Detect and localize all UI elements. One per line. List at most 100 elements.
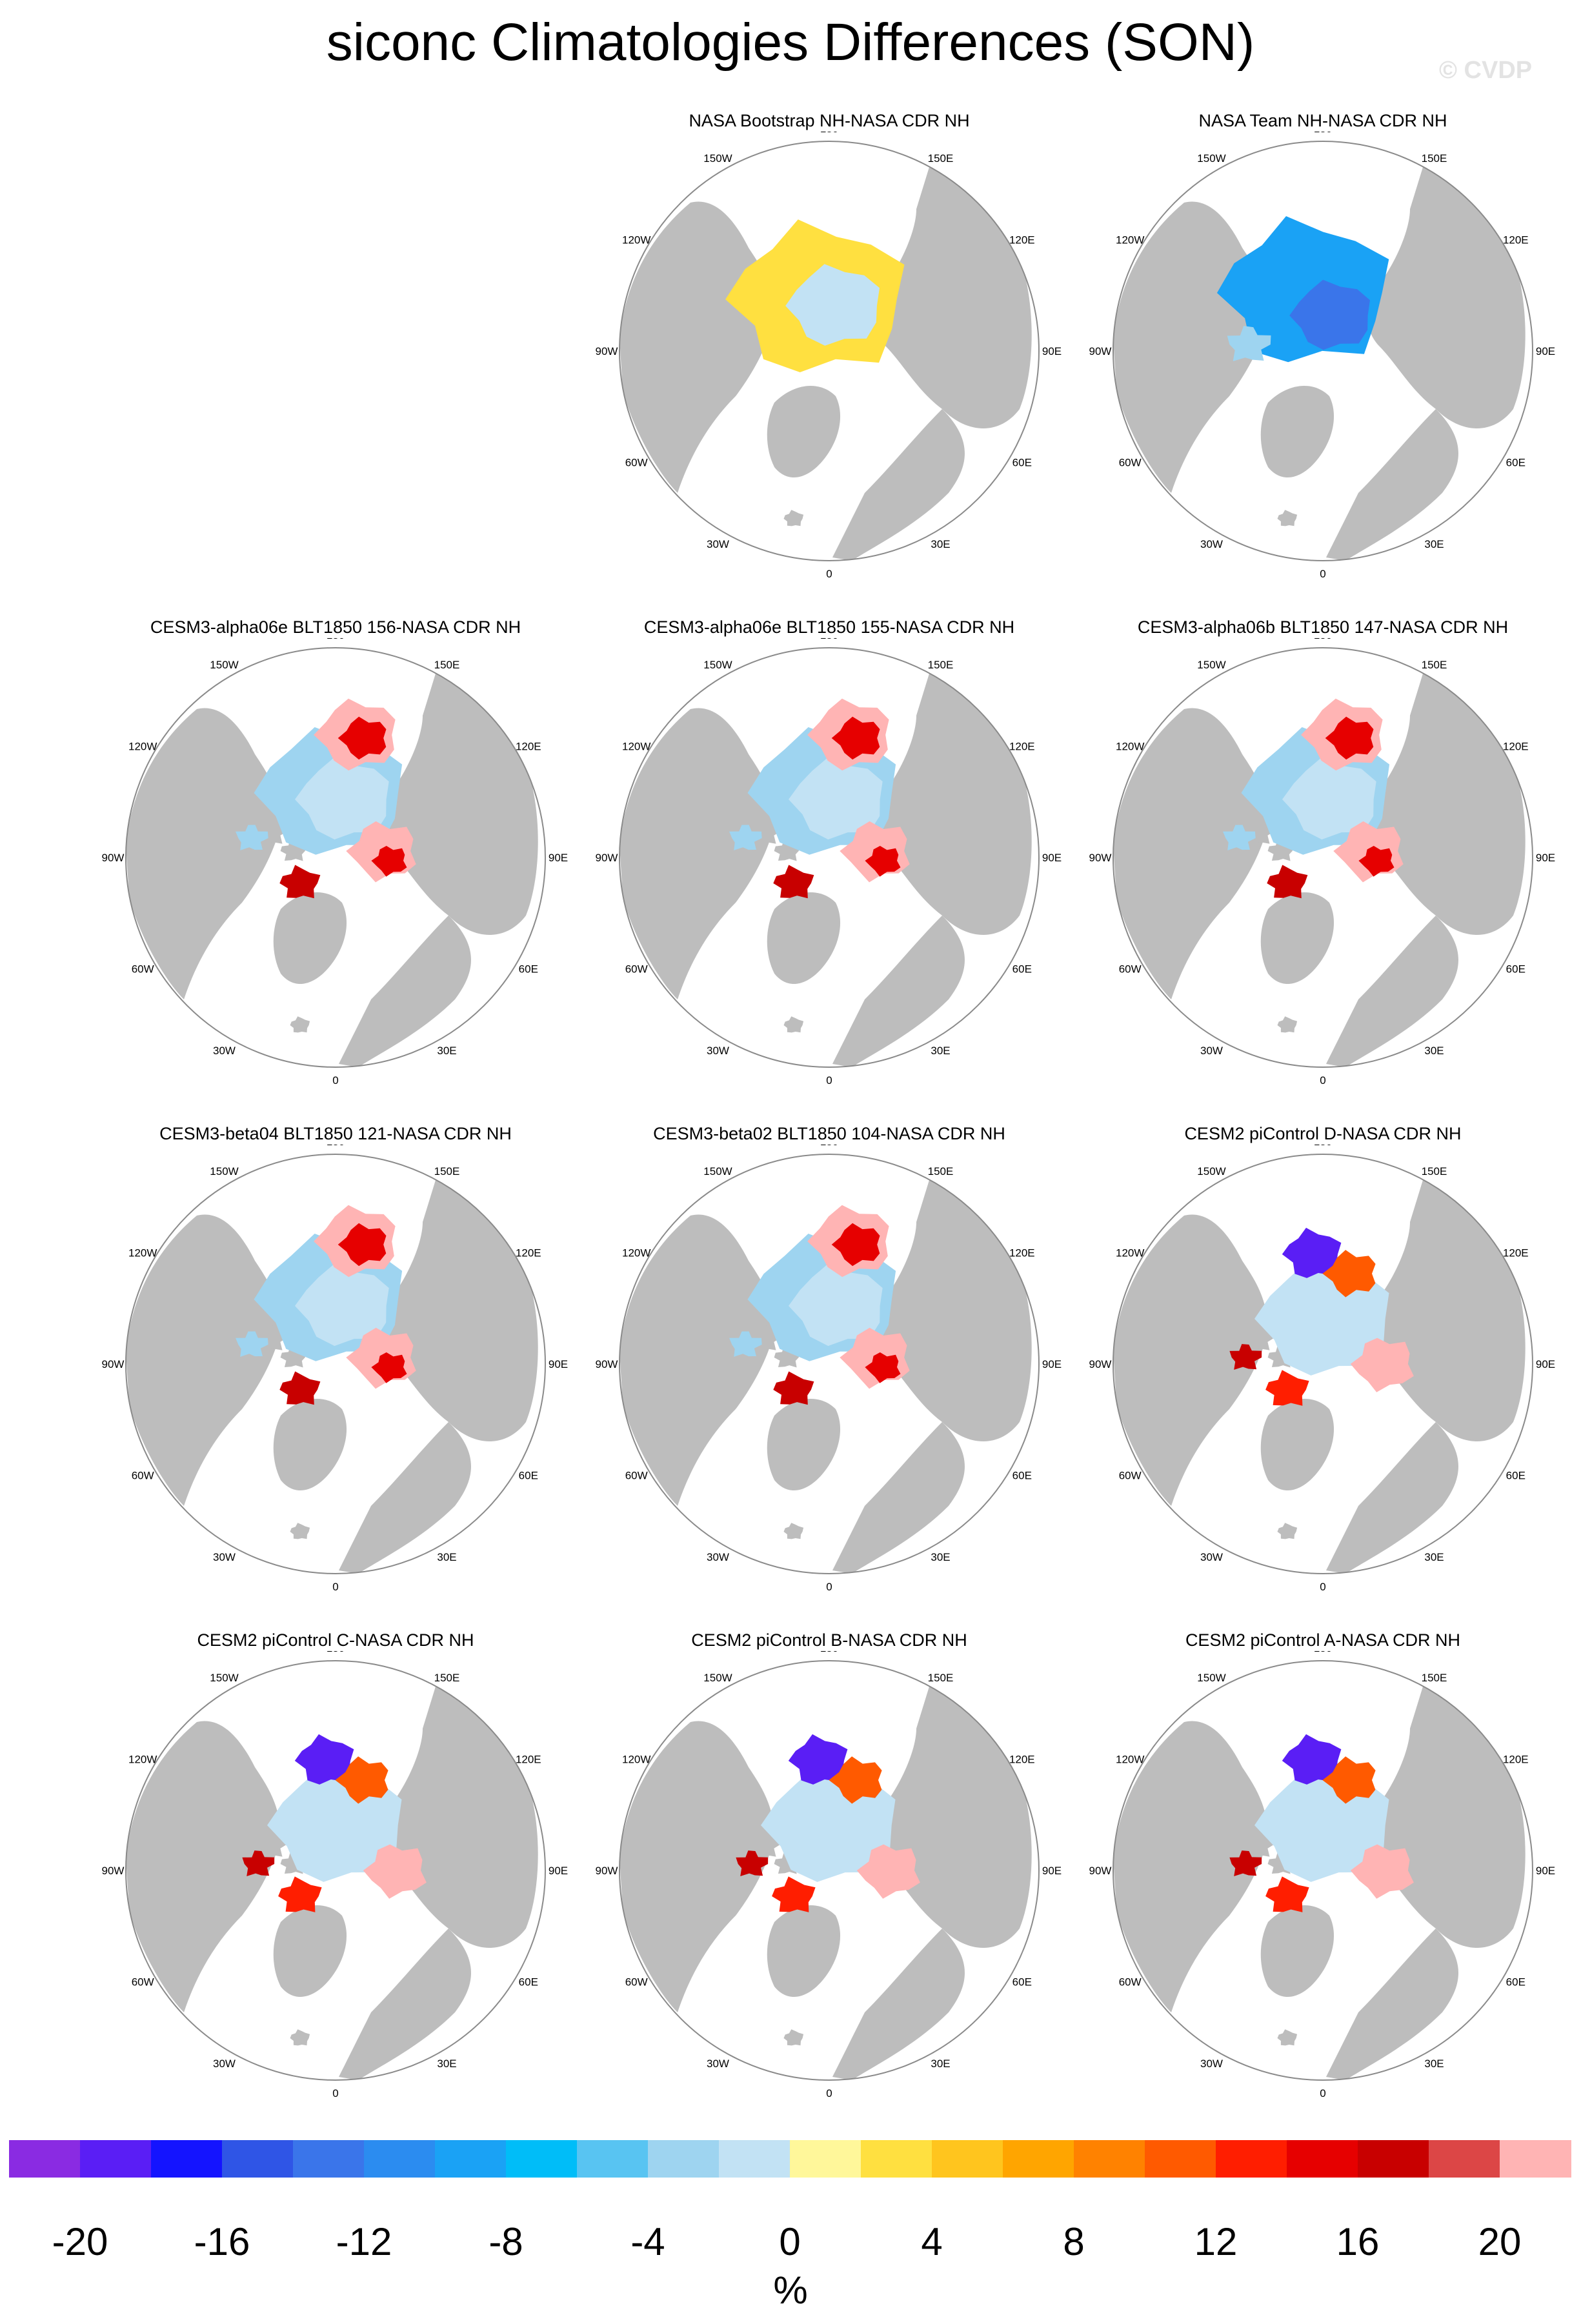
longitude-label: 150E [1422, 1165, 1447, 1177]
colorbar-cell [1145, 2140, 1216, 2178]
panel-title: CESM2 piControl D-NASA CDR NH [1184, 1124, 1462, 1143]
longitude-label: 0 [1320, 2087, 1325, 2099]
polar-map: 180 150E 120E 90E 60E 30E 0 30W 60W 90W 120W 150W [102, 1145, 569, 1593]
land-iceland [1277, 2029, 1298, 2046]
land-greenland [273, 1905, 347, 1998]
ice-anomaly-positive [1229, 1344, 1262, 1370]
longitude-label: 30E [1424, 1551, 1444, 1563]
longitude-label: 90E [1042, 345, 1062, 357]
ice-anomaly-positive [279, 865, 321, 899]
ice-anomaly-positive [773, 1371, 814, 1405]
polar-map: 180 150E 120E 90E 60E 30E 0 30W 60W 90W 120W 150W [596, 1651, 1062, 2099]
land-greenland [767, 892, 841, 985]
colorbar-cell [1074, 2140, 1145, 2178]
longitude-label: 60W [1119, 1470, 1142, 1482]
land-iceland [783, 1016, 804, 1033]
polar-map: 180 150E 120E 90E 60E 30E 0 30W 60W 90W 120W 150W [1089, 1145, 1556, 1593]
longitude-label: 60W [625, 963, 648, 976]
longitude-label: 120W [128, 1754, 157, 1766]
ice-anomaly-positive [865, 1352, 901, 1383]
longitude-label: 120W [1116, 1754, 1144, 1766]
colorbar-cell [790, 2140, 861, 2178]
land-archipelago [1267, 839, 1295, 861]
longitude-label: 180 [1314, 1651, 1332, 1654]
ice-anomaly-positive [278, 1876, 322, 1912]
longitude-label: 0 [826, 1581, 832, 1593]
map-panel: CESM2 piControl C-NASA CDR NH180 150E 120E… [87, 1629, 584, 2132]
land-north-america [126, 1721, 281, 2012]
ice-anomaly-negative [1223, 825, 1256, 850]
ice-anomaly-negative [1227, 326, 1271, 361]
ice-anomaly-positive [279, 1371, 321, 1405]
ice-anomaly-negative [729, 825, 762, 850]
longitude-label: 0 [332, 2087, 338, 2099]
ice-anomaly-positive [1325, 716, 1374, 760]
longitude-label: 150W [703, 152, 732, 165]
map-boundary [1113, 1154, 1533, 1574]
land-archipelago [774, 839, 801, 861]
land-eurasia [873, 1180, 1032, 1441]
ice-anomaly-negative [729, 1331, 762, 1357]
colorbar-tick-label: -4 [630, 2220, 665, 2263]
ice-anomaly-negative [236, 1331, 268, 1357]
ice-anomaly-positive [1358, 846, 1395, 877]
longitude-label: 150W [210, 1165, 238, 1177]
longitude-label: 180 [820, 1651, 838, 1654]
longitude-label: 150E [434, 1672, 460, 1684]
page-title: siconc Climatologies Differences (SON) [326, 13, 1255, 72]
longitude-label: 150E [1422, 152, 1447, 165]
longitude-label: 60E [1506, 457, 1526, 469]
ice-anomaly-positive [757, 315, 794, 346]
longitude-label: 120E [1503, 1247, 1529, 1259]
panel-title: CESM3-alpha06e BLT1850 155-NASA CDR NH [643, 617, 1015, 637]
longitude-label: 90E [1042, 1865, 1062, 1877]
longitude-label: 90W [1089, 852, 1112, 864]
watermark: © CVDP [1439, 57, 1533, 84]
colorbar-units: % [773, 2269, 808, 2312]
land-scandinavia [832, 409, 965, 561]
land-greenland [767, 385, 841, 478]
ice-anomaly-negative [1282, 1227, 1342, 1278]
land-archipelago [280, 1345, 308, 1368]
longitude-label: 150E [434, 1165, 460, 1177]
longitude-label: 60W [1119, 1976, 1142, 1988]
longitude-label: 150W [1197, 659, 1225, 671]
land-north-america [619, 1721, 774, 2012]
longitude-label: 90W [596, 1358, 618, 1370]
colorbar-cell [861, 2140, 932, 2178]
land-eurasia [379, 1180, 538, 1441]
land-archipelago [256, 1830, 288, 1857]
colorbar-cell [932, 2140, 1003, 2178]
longitude-label: 150E [1422, 1672, 1447, 1684]
ice-anomaly-positive [736, 1850, 769, 1876]
longitude-label: 150W [703, 659, 732, 671]
ice-anomaly-positive [829, 1756, 882, 1804]
longitude-label: 0 [1320, 1074, 1325, 1087]
longitude-label: 60W [1119, 963, 1142, 976]
longitude-label: 60W [1119, 457, 1142, 469]
ice-anomaly-positive [1322, 1250, 1376, 1297]
longitude-label: 120E [516, 1247, 541, 1259]
ice-anomaly-positive [831, 716, 880, 760]
longitude-label: 30E [1424, 2058, 1444, 2070]
ice-anomaly-positive [772, 1876, 816, 1912]
land-iceland [1277, 1523, 1298, 1539]
longitude-label: 180 [820, 638, 838, 641]
map-panel: NASA Bootstrap NH-NASA CDR NH 180 150E 120E… [581, 110, 1078, 613]
map-boundary [1113, 141, 1533, 561]
longitude-label: 150W [1197, 1165, 1225, 1177]
longitude-label: 90E [1536, 1358, 1555, 1370]
map-boundary [1113, 647, 1533, 1068]
longitude-label: 90W [102, 852, 125, 864]
longitude-label: 30W [707, 1045, 729, 1057]
longitude-label: 30W [1200, 1551, 1223, 1563]
land-north-america [619, 1214, 774, 1506]
longitude-label: 0 [1320, 1581, 1325, 1593]
land-scandinavia [1326, 409, 1458, 561]
land-greenland [1260, 1398, 1334, 1491]
ice-anomaly-positive [371, 1352, 407, 1383]
longitude-label: 60W [625, 457, 648, 469]
longitude-label: 150W [1197, 152, 1225, 165]
longitude-label: 90E [1536, 852, 1555, 864]
longitude-label: 30E [437, 1045, 456, 1057]
